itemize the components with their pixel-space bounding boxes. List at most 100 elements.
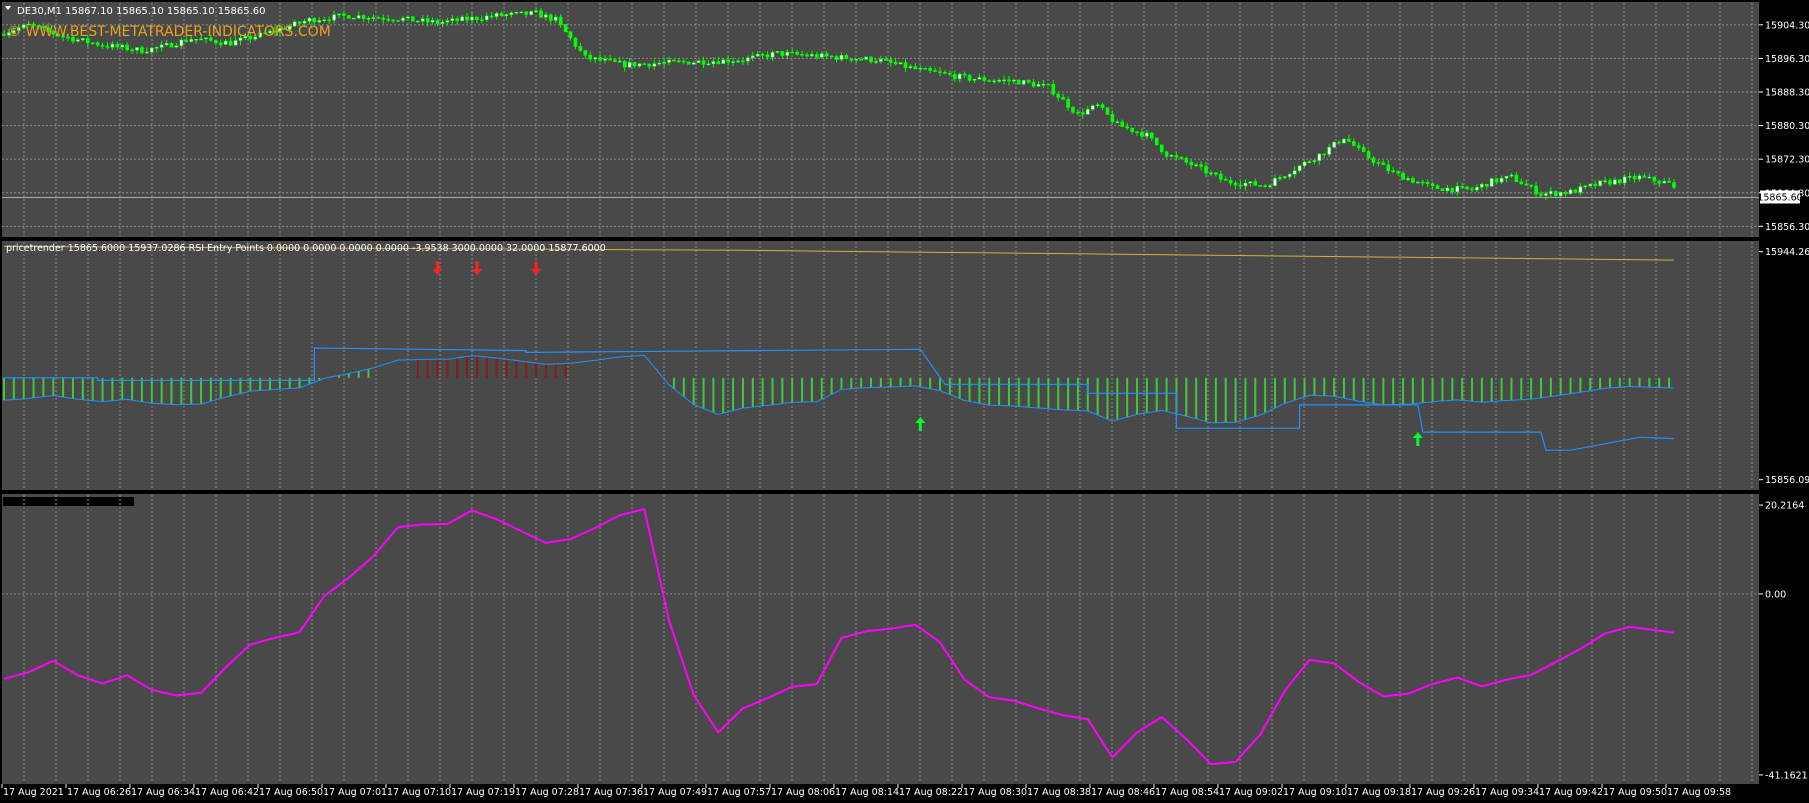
- candle-body: [1662, 180, 1666, 184]
- candle-body: [411, 16, 415, 22]
- candle-body: [420, 18, 425, 22]
- time-tick-label: 17 Aug 09:34: [1475, 787, 1539, 798]
- candle-body: [376, 17, 381, 19]
- oscillator-panel[interactable]: 20.2164 0.00 -41.1621: [2, 494, 1808, 784]
- candle-body: [1529, 184, 1533, 187]
- candle-body: [1494, 178, 1499, 183]
- oscillator-tick-label: 20.2164: [1765, 501, 1804, 512]
- candle-body: [962, 73, 967, 76]
- candle-body: [1248, 181, 1253, 184]
- candle-body: [1041, 83, 1046, 86]
- candle-body: [1150, 132, 1154, 139]
- candle-body: [938, 71, 942, 73]
- time-tick-label: 17 Aug 06:34: [131, 787, 195, 798]
- candle-body: [1376, 162, 1381, 164]
- candle-body: [1573, 189, 1578, 193]
- candle-body: [115, 43, 120, 48]
- candle-body: [56, 33, 60, 37]
- candle-body: [933, 70, 937, 72]
- candle-body: [1120, 121, 1125, 127]
- candle-body: [425, 18, 430, 23]
- yellow-trend-line: [3, 245, 1675, 261]
- candle-body: [154, 47, 159, 49]
- candle-body: [1253, 181, 1258, 186]
- candle-body: [282, 28, 287, 30]
- candle-body: [130, 49, 134, 52]
- candle-body: [164, 42, 169, 46]
- candle-body: [273, 30, 277, 33]
- candle-body: [893, 62, 898, 65]
- candle-body: [1268, 185, 1272, 187]
- candle-body: [1194, 164, 1198, 166]
- candle-body: [839, 55, 844, 60]
- candle-body: [1598, 180, 1602, 187]
- candle-body: [228, 40, 233, 46]
- candle-body: [1228, 179, 1233, 184]
- candle-body: [883, 59, 888, 61]
- candle-body: [145, 51, 149, 54]
- candle-body: [1302, 161, 1307, 166]
- candle-body: [233, 40, 238, 46]
- candle-body: [105, 45, 110, 48]
- candle-body: [760, 53, 765, 56]
- candle-body: [785, 51, 790, 56]
- candle-body: [81, 38, 85, 40]
- time-tick-label: 17 Aug 08:46: [1091, 787, 1155, 798]
- candle-body: [1485, 183, 1489, 187]
- candle-body: [869, 56, 873, 62]
- candle-body: [174, 45, 179, 48]
- candle-body: [1450, 187, 1455, 192]
- candle-body: [578, 46, 583, 51]
- sell-arrow-icon: [432, 261, 443, 275]
- candle-body: [1174, 155, 1179, 158]
- price-panel[interactable]: 15904.30 15896.30 15888.30 15880.30 15872.30…: [2, 2, 1809, 237]
- candle-body: [563, 24, 568, 33]
- candle-body: [898, 62, 903, 65]
- candle-body: [194, 38, 198, 41]
- candle-body: [21, 24, 26, 29]
- candle-body: [26, 23, 31, 26]
- candle-body: [1115, 121, 1120, 124]
- candle-body: [1214, 172, 1218, 175]
- price-candles: [2, 7, 1676, 200]
- candle-body: [721, 59, 726, 64]
- candle-body: [287, 25, 292, 30]
- time-tick-label: 17 Aug 06:42: [195, 787, 259, 798]
- candle-body: [1209, 172, 1213, 175]
- time-tick-label: 17 Aug 07:36: [579, 787, 643, 798]
- candle-body: [1440, 188, 1445, 192]
- time-tick-label: 17 Aug 07:10: [387, 787, 451, 798]
- candle-body: [1647, 176, 1652, 179]
- candle-body: [1361, 147, 1366, 152]
- candle-body: [608, 58, 612, 61]
- candle-body: [1233, 182, 1238, 186]
- candle-body: [1297, 165, 1302, 171]
- candle-body: [859, 58, 863, 61]
- candle-body: [544, 14, 548, 18]
- candle-body: [992, 80, 996, 83]
- candle-body: [135, 47, 139, 51]
- time-tick-label: 17 Aug 08:30: [963, 787, 1027, 798]
- candle-body: [1480, 183, 1484, 188]
- candle-body: [366, 17, 371, 20]
- candle-body: [957, 73, 962, 80]
- candle-body: [603, 58, 607, 61]
- candle-body: [1189, 161, 1194, 166]
- candle-body: [948, 73, 952, 75]
- candle-body: [1588, 183, 1593, 187]
- candle-body: [1051, 83, 1056, 95]
- indicator-y-axis: 15944.2665 15856.092: [1759, 247, 1809, 486]
- candle-body: [1637, 175, 1642, 180]
- candle-body: [1504, 175, 1509, 179]
- candle-body: [76, 39, 80, 42]
- candle-body: [923, 68, 928, 70]
- candle-body: [1204, 166, 1208, 174]
- candle-body: [386, 18, 391, 21]
- collapse-triangle-icon[interactable]: [5, 6, 11, 10]
- candle-body: [1090, 105, 1095, 110]
- candle-body: [302, 20, 307, 24]
- candle-body: [332, 14, 336, 21]
- indicator-panel[interactable]: 15944.2665 15856.092 pricetrender 15865.6…: [2, 241, 1809, 490]
- candle-body: [1085, 109, 1090, 115]
